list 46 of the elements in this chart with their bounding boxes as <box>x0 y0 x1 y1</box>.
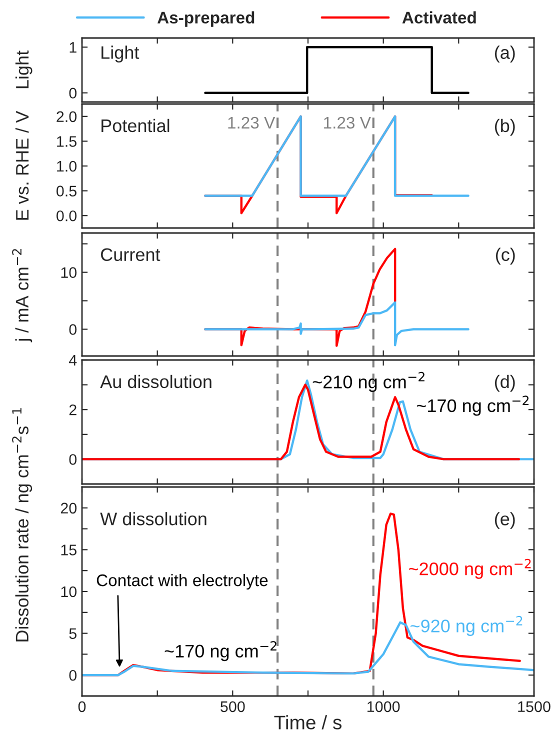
annotation: Light <box>102 46 140 63</box>
y-tick-label: 1 <box>70 42 76 53</box>
y-tick-label: 0 <box>69 454 77 465</box>
annotation: (c) <box>496 248 515 265</box>
y-tick-label: 0 <box>69 670 77 681</box>
x-tick-label: 0 <box>78 701 86 712</box>
legend-label: As-prepared <box>157 11 254 27</box>
annotation: (a) <box>494 46 515 63</box>
annotation: (b) <box>494 118 515 136</box>
annotation: Current <box>100 248 160 262</box>
annotation: ~920 ng cm$^{−2}$ <box>410 616 522 636</box>
y-tick-label: 0 <box>69 88 77 99</box>
x-tick-label: 1000 <box>368 701 400 712</box>
x-axis-title: Time / s <box>274 715 342 730</box>
y-tick-label: 1.0 <box>57 160 77 172</box>
annotation: ~170 ng cm$^{−2}$ <box>416 396 529 416</box>
annotation: Au dissolution <box>100 374 212 388</box>
annotation: W dissolution <box>100 512 206 526</box>
y-axis-title: j / mA cm$^{−2}$ <box>12 249 32 342</box>
annotation: ~170 ng cm$^{−2}$ <box>164 641 276 662</box>
y-tick-label: 1.5 <box>57 136 76 147</box>
legend-label: Activated <box>402 11 476 24</box>
annotation: (d) <box>494 374 515 392</box>
annotation: (e) <box>494 512 515 529</box>
x-tick-label: 500 <box>220 701 245 712</box>
y-axis-title: Light <box>15 50 32 88</box>
y-axis-title: E vs. RHE / V <box>15 110 29 220</box>
annotation: ~210 ng cm$^{−2}$ <box>312 372 424 392</box>
y-tick-label: 2.0 <box>56 111 77 122</box>
ref-line-label: 1.23 V <box>324 116 371 129</box>
y-tick-label: 10 <box>61 267 77 278</box>
y-tick-label: 4 <box>68 355 77 366</box>
ref-line-label: 1.23 V <box>228 116 276 129</box>
y-tick-label: 0 <box>69 324 77 335</box>
y-tick-label: 0.0 <box>56 210 77 222</box>
annotation: Potential <box>102 118 170 132</box>
y-tick-label: 20 <box>60 502 77 514</box>
annotation: Contact with electrolyte <box>96 574 268 590</box>
y-tick-label: 5 <box>69 628 76 639</box>
y-tick-label: 15 <box>61 544 76 556</box>
y-tick-label: 2 <box>69 404 76 416</box>
x-tick-label: 1500 <box>518 701 550 712</box>
y-tick-label: 10 <box>61 586 77 598</box>
y-axis-title: Dissolution rate / ng cm$^{−2}$s$^{−1}$ <box>12 408 32 642</box>
annotation: ~2000 ng cm$^{−2}$ <box>409 558 531 579</box>
y-tick-label: 0.5 <box>56 186 76 196</box>
